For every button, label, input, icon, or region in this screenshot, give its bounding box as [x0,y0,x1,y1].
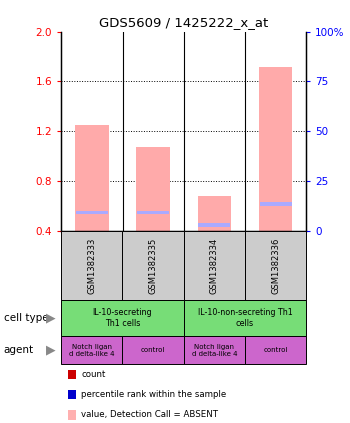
Text: control: control [264,347,288,353]
Bar [198,223,230,227]
Text: cell type: cell type [4,313,48,323]
Text: percentile rank within the sample: percentile rank within the sample [81,390,226,399]
Bar [75,125,109,231]
Bar [76,211,108,214]
Text: value, Detection Call = ABSENT: value, Detection Call = ABSENT [81,410,218,420]
Text: Notch ligan
d delta-like 4: Notch ligan d delta-like 4 [69,343,114,357]
Text: control: control [141,347,165,353]
Bar [259,66,293,231]
Text: GSM1382333: GSM1382333 [88,237,96,294]
Bar [137,211,169,214]
Text: ▶: ▶ [46,343,55,357]
Title: GDS5609 / 1425222_x_at: GDS5609 / 1425222_x_at [99,16,268,29]
Bar [197,196,231,231]
Text: GSM1382335: GSM1382335 [149,237,158,294]
Text: IL-10-secreting
Th1 cells: IL-10-secreting Th1 cells [93,308,152,328]
Bar [260,202,292,206]
Text: GSM1382336: GSM1382336 [271,237,280,294]
Bar [136,147,170,231]
Text: IL-10-non-secreting Th1
cells: IL-10-non-secreting Th1 cells [198,308,292,328]
Text: Notch ligan
d delta-like 4: Notch ligan d delta-like 4 [191,343,237,357]
Text: ▶: ▶ [46,312,55,325]
Text: agent: agent [4,345,34,355]
Text: GSM1382334: GSM1382334 [210,237,219,294]
Text: count: count [81,370,106,379]
